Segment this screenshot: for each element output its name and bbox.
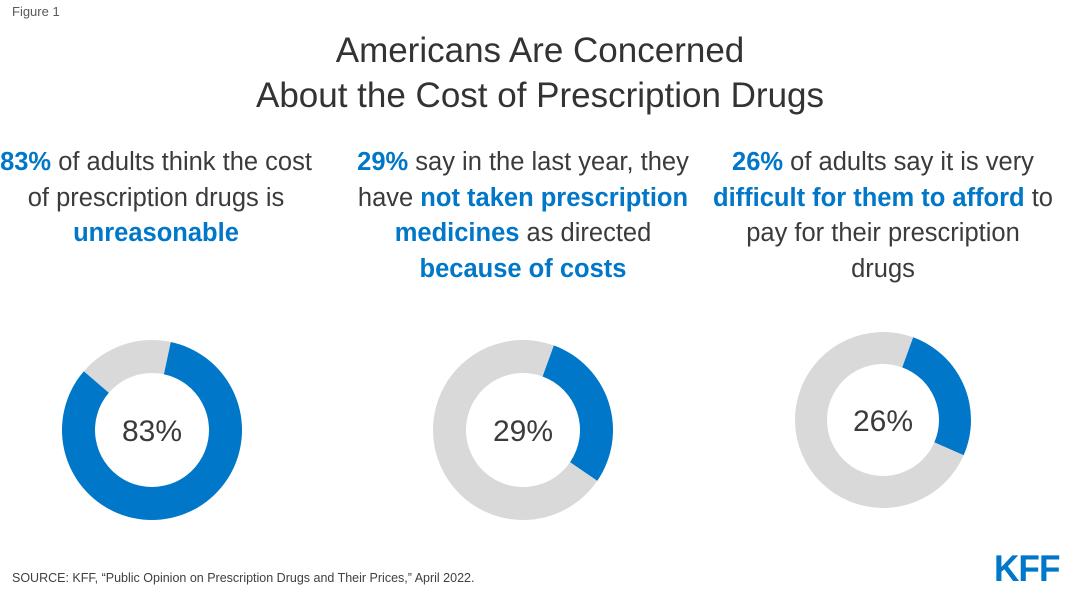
- figure-label: Figure 1: [12, 4, 60, 19]
- stat-highlight: 83%: [0, 148, 52, 176]
- donut-slice-remainder: [432, 340, 598, 520]
- chart-title: Americans Are Concerned About the Cost o…: [0, 28, 1080, 118]
- title-line-2: About the Cost of Prescription Drugs: [255, 76, 825, 115]
- donut-center-label: 26%: [853, 405, 913, 438]
- stat-text: of adults think the cost of prescription…: [27, 148, 312, 212]
- donut-slice-value: [902, 337, 972, 456]
- stat-text: say in the last year, they have: [357, 148, 689, 212]
- stat-text-1: 83% of adults think the cost of prescrip…: [0, 145, 312, 252]
- stat-text: of adults say it is very: [783, 148, 1034, 176]
- source-note: SOURCE: KFF, “Public Opinion on Prescrip…: [12, 571, 475, 585]
- stat-highlight: not taken prescription medicines: [394, 183, 689, 248]
- stat-text: to pay for their prescription drugs: [746, 183, 1053, 283]
- stat-text-3: 26% of adults say it is very difficult f…: [712, 145, 1054, 287]
- donut-slice-remainder: [795, 332, 964, 508]
- stat-highlight: 26%: [732, 148, 784, 176]
- stat-highlight: difficult for them to afford: [713, 183, 1025, 212]
- donut-slice-value: [542, 345, 613, 481]
- stat-text: as directed: [519, 219, 652, 247]
- donut-chart-2: 29%: [432, 340, 613, 520]
- stat-highlight: unreasonable: [73, 219, 239, 247]
- donut-center-label: 83%: [122, 415, 182, 448]
- donut-slice-remainder: [83, 340, 171, 393]
- title-line-1: Americans Are Concerned: [335, 31, 745, 70]
- donut-center-label: 29%: [493, 415, 553, 448]
- donut-chart-3: 26%: [795, 332, 972, 508]
- stat-text-2: 29% say in the last year, they have not …: [352, 145, 694, 287]
- kff-logo: KFF: [994, 548, 1060, 589]
- stat-highlight: 29%: [357, 148, 409, 176]
- donut-chart-1: 83%: [62, 340, 243, 520]
- stat-highlight: because of costs: [419, 254, 627, 283]
- donut-slice-value: [62, 341, 243, 520]
